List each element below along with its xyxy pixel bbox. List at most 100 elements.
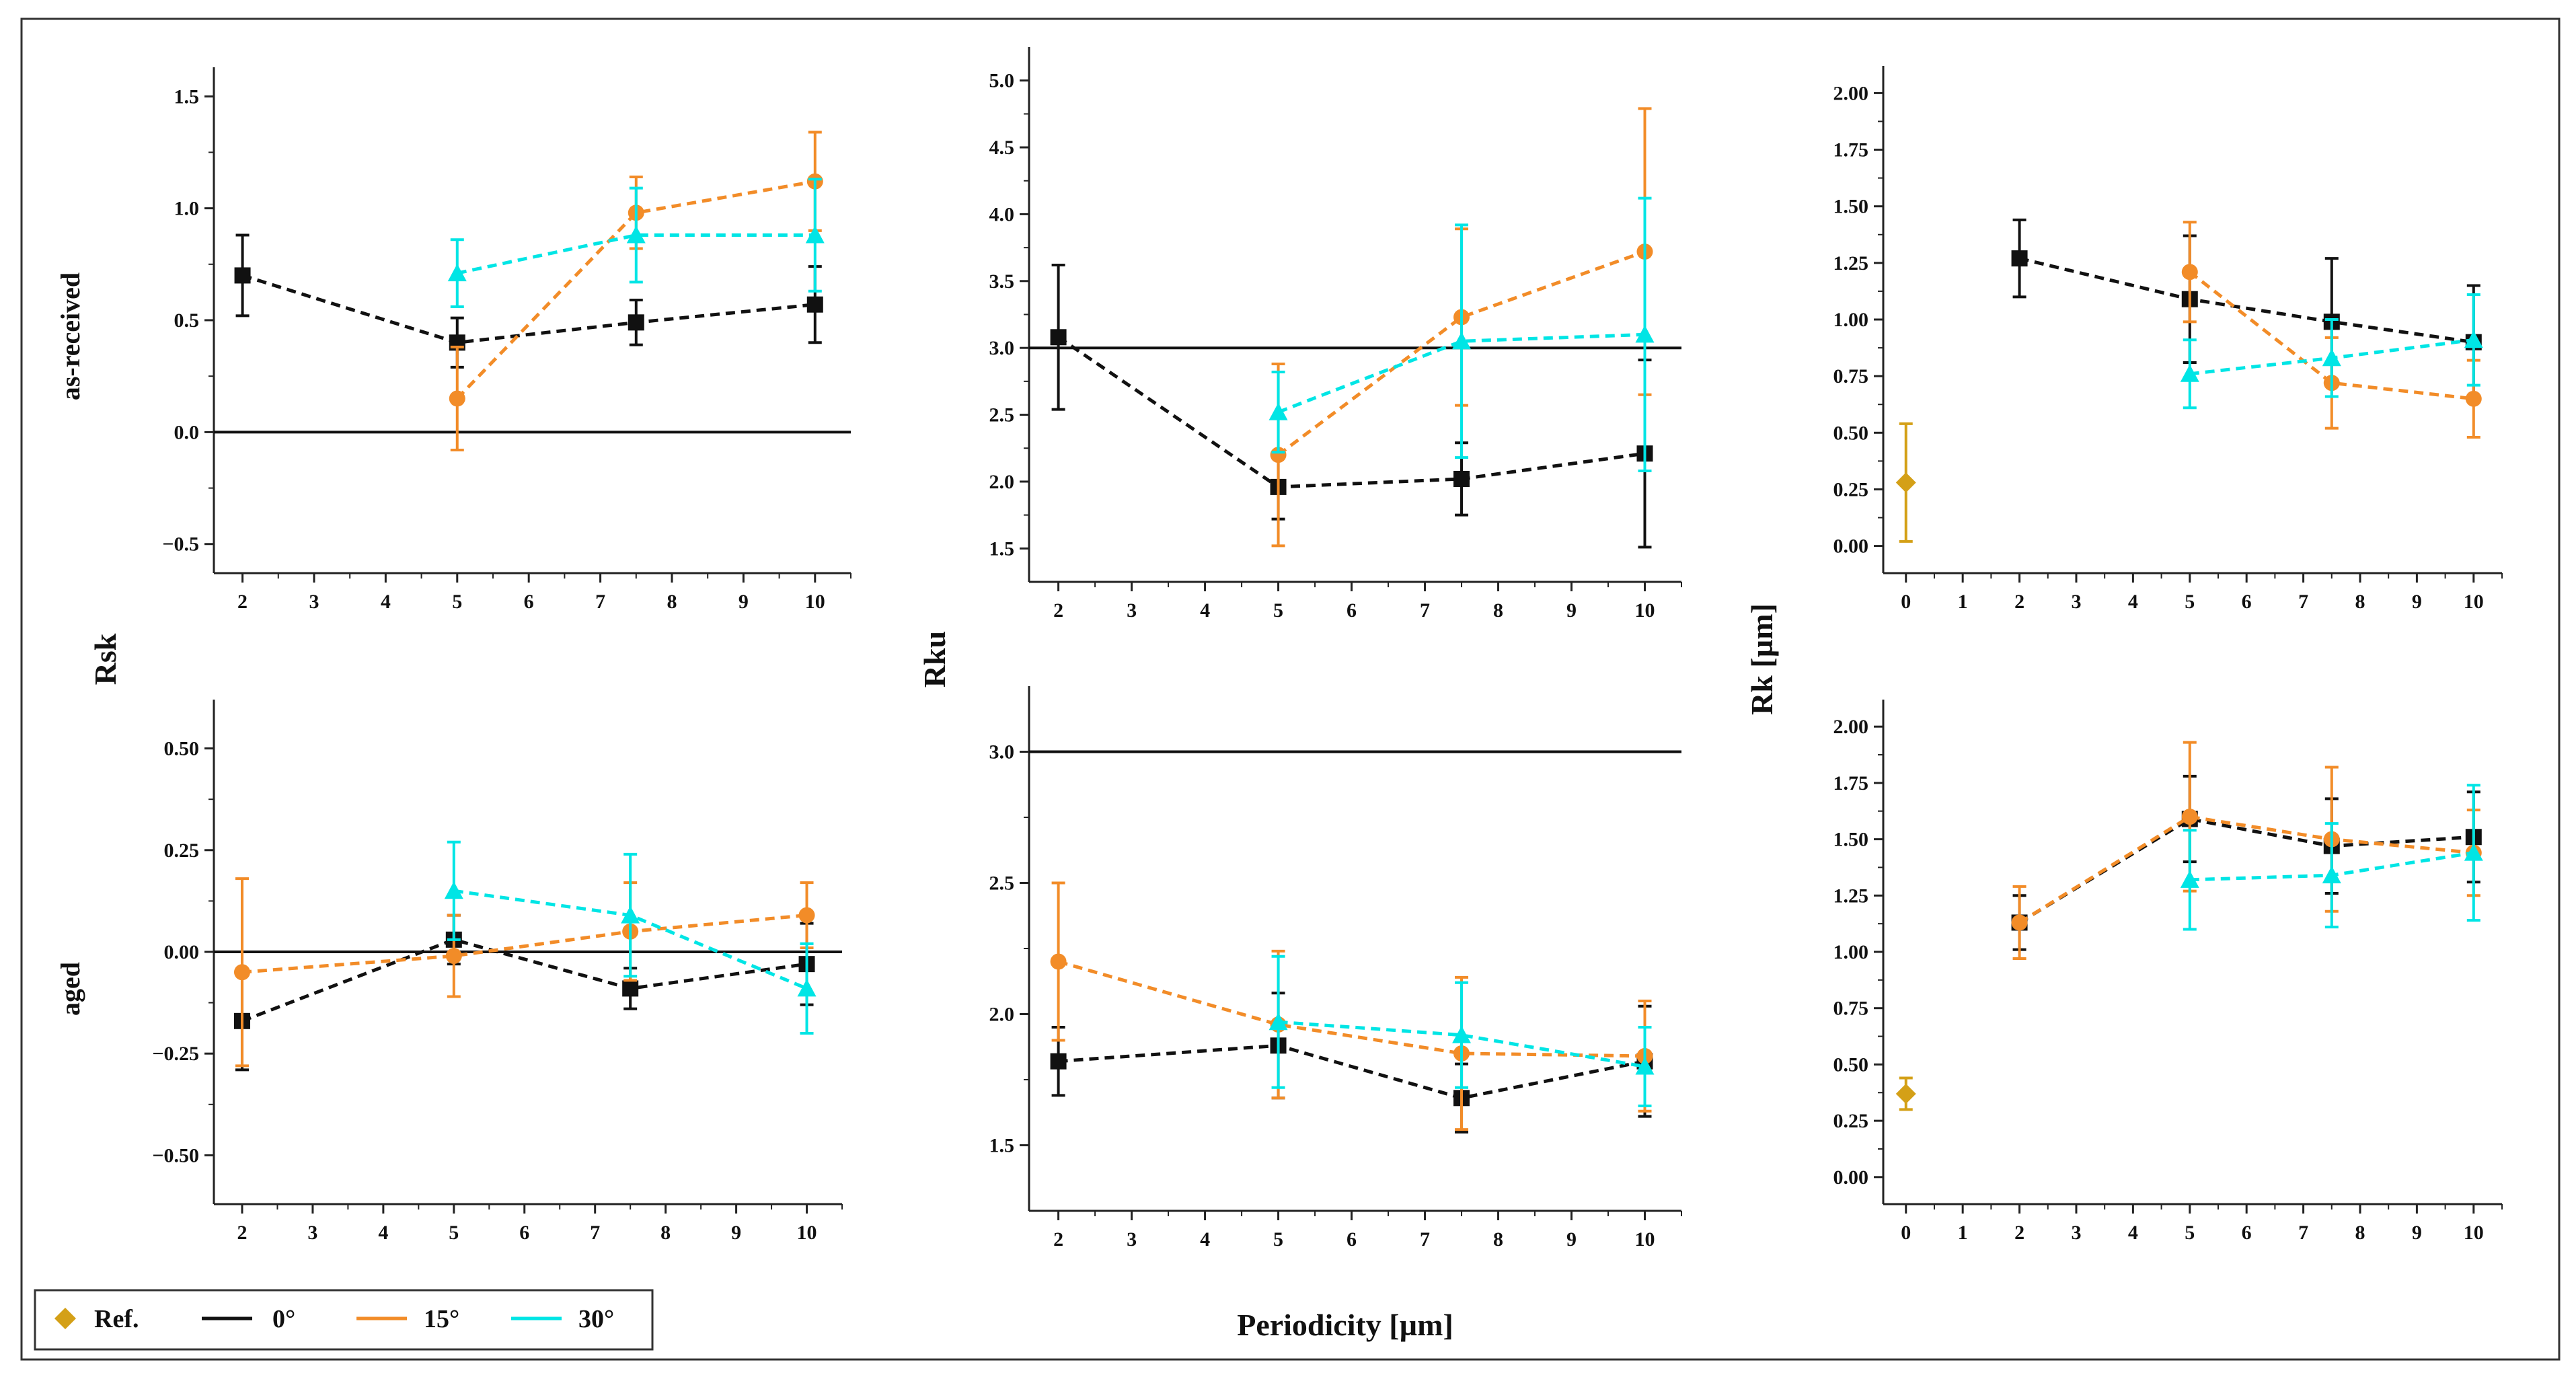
- y-tick-label: 2.0: [989, 1004, 1015, 1026]
- panel-rk-as-received: 0 1 2 3 4 5 6 7 8 9 10 0.00 0.25 0.50 0.75 1.00 1.25 1.50…: [1833, 66, 2503, 613]
- x-tick-label: 3: [307, 1222, 317, 1244]
- y-tick-label: 1.00: [1833, 309, 1869, 331]
- x-tick-label: 7: [2298, 591, 2308, 613]
- x-tick-label: 8: [2355, 1222, 2365, 1244]
- x-tick-label: 7: [2298, 1222, 2308, 1244]
- x-tick-label: 2: [2014, 591, 2024, 613]
- x-tick-label: 6: [2242, 591, 2252, 613]
- panel-rsk-aged: 2 3 4 5 6 7 8 9 10 −0.50 −0.25 0.00 0.25 0.50: [152, 700, 843, 1244]
- y-tick-label: 0.75: [1833, 998, 1869, 1020]
- x-tick-label: 5: [2185, 1222, 2195, 1244]
- x-tick-label: 7: [1420, 599, 1430, 622]
- x-tick-label: 8: [1493, 599, 1503, 622]
- data-point-triangle: [1268, 402, 1288, 420]
- x-tick-label: 9: [1566, 599, 1577, 622]
- series-line-15deg: [455, 180, 816, 400]
- x-tick-label: 5: [452, 591, 462, 613]
- series-ref: [1895, 1076, 1916, 1111]
- y-tick-label: 3.0: [989, 337, 1015, 359]
- data-point-square: [2011, 250, 2028, 267]
- panel-rsk-as-received: 2 3 4 5 6 7 8 9 10 −0.5 0.0 0.5 1.0 1.5: [162, 67, 851, 613]
- y-tick-label: 0.00: [164, 941, 200, 963]
- x-tick-label: 6: [1347, 1228, 1357, 1251]
- x-tick-label: 6: [524, 591, 534, 613]
- series-line-0deg: [2018, 256, 2474, 344]
- data-point-diamond: [1895, 1083, 1916, 1104]
- data-point-diamond: [1895, 472, 1916, 493]
- y-tick-label: 3.5: [989, 270, 1015, 293]
- x-tick-label: 1: [1958, 1222, 1968, 1244]
- data-point-circle: [445, 948, 462, 965]
- y-tick-label: 1.75: [1833, 139, 1869, 161]
- rku-axis-title: Rku: [917, 631, 952, 687]
- x-tick-label: 9: [738, 591, 749, 613]
- legend-ref-marker: [54, 1308, 76, 1329]
- y-tick-label: 1.25: [1833, 252, 1869, 274]
- x-tick-label: 9: [731, 1222, 741, 1244]
- panel-rk-aged: 0 1 2 3 4 5 6 7 8 9 10 0.00 0.25 0.50 0.75 1.00 1.25 1.50…: [1833, 700, 2503, 1244]
- y-tick-label: 0.25: [164, 840, 200, 862]
- y-tick-label: 2.5: [989, 404, 1015, 426]
- data-point-triangle: [444, 881, 463, 899]
- x-tick-label: 3: [2071, 1222, 2081, 1244]
- x-tick-label: 2: [237, 1222, 247, 1244]
- data-point-triangle: [805, 225, 825, 244]
- y-tick-label: 2.0: [989, 471, 1015, 493]
- legend-0-label: 0°: [272, 1305, 295, 1333]
- data-point-square: [628, 314, 644, 331]
- data-point-circle: [798, 907, 815, 924]
- data-point-triangle: [621, 905, 640, 924]
- series-line-15deg: [241, 914, 807, 974]
- data-point-circle: [2181, 264, 2198, 281]
- figure-border: [20, 17, 2561, 1361]
- x-tick-label: 2: [237, 591, 248, 613]
- series-line-15deg: [2018, 815, 2474, 924]
- series-line-0deg: [1057, 336, 1645, 489]
- x-tick-label: 10: [1635, 599, 1655, 622]
- legend-15-label: 15°: [424, 1305, 459, 1333]
- x-tick-label: 3: [309, 591, 319, 613]
- data-point-circle: [2181, 809, 2198, 825]
- data-point-square: [622, 980, 639, 997]
- y-tick-label: 0.00: [1833, 535, 1869, 558]
- x-tick-label: 2: [1053, 599, 1063, 622]
- y-tick-label: 4.5: [989, 137, 1015, 159]
- y-tick-label: 0.50: [164, 738, 200, 760]
- data-point-triangle: [1635, 1057, 1655, 1075]
- x-tick-label: 10: [2464, 1222, 2484, 1244]
- series-30deg: [2180, 784, 2483, 931]
- data-point-triangle: [1452, 1025, 1472, 1043]
- series-line-15deg: [1277, 250, 1646, 457]
- data-point-square: [806, 296, 823, 313]
- y-tick-label: 2.00: [1833, 716, 1869, 738]
- data-point-circle: [2465, 390, 2482, 407]
- x-tick-label: 2: [1053, 1228, 1063, 1251]
- row-label-aged: aged: [55, 962, 85, 1016]
- y-tick-label: 1.5: [174, 85, 200, 108]
- x-tick-label: 10: [2464, 591, 2484, 613]
- x-tick-label: 9: [2412, 591, 2422, 613]
- data-point-triangle: [2322, 866, 2341, 884]
- y-tick-label: 4.0: [989, 203, 1015, 225]
- x-tick-label: 3: [1127, 599, 1137, 622]
- y-tick-label: 0.75: [1833, 365, 1869, 387]
- x-tick-label: 9: [1566, 1228, 1577, 1251]
- legend-ref-label: Ref.: [94, 1305, 139, 1333]
- y-tick-label: 0.5: [174, 309, 200, 332]
- x-tick-label: 4: [2128, 1222, 2138, 1244]
- data-point-triangle: [2464, 843, 2483, 861]
- series-30deg: [447, 178, 825, 309]
- x-tick-label: 5: [1273, 599, 1283, 622]
- x-tick-label: 0: [1901, 1222, 1911, 1244]
- y-tick-label: −0.25: [152, 1043, 199, 1065]
- y-tick-label: 0.00: [1833, 1166, 1869, 1189]
- x-tick-label: 8: [2355, 591, 2365, 613]
- y-tick-label: 1.75: [1833, 772, 1869, 794]
- data-point-square: [1050, 329, 1067, 346]
- panel-rku-as-received: 2 3 4 5 6 7 8 9 10 1.5 2.0 2.5 3.0 3.5 4.0 4.5 5.0: [989, 47, 1682, 622]
- periodicity-axis-title: Periodicity [µm]: [1237, 1308, 1453, 1342]
- series-30deg: [2180, 293, 2483, 410]
- series-30deg: [444, 840, 817, 1035]
- series-line-30deg: [457, 233, 815, 275]
- x-tick-label: 8: [660, 1222, 671, 1244]
